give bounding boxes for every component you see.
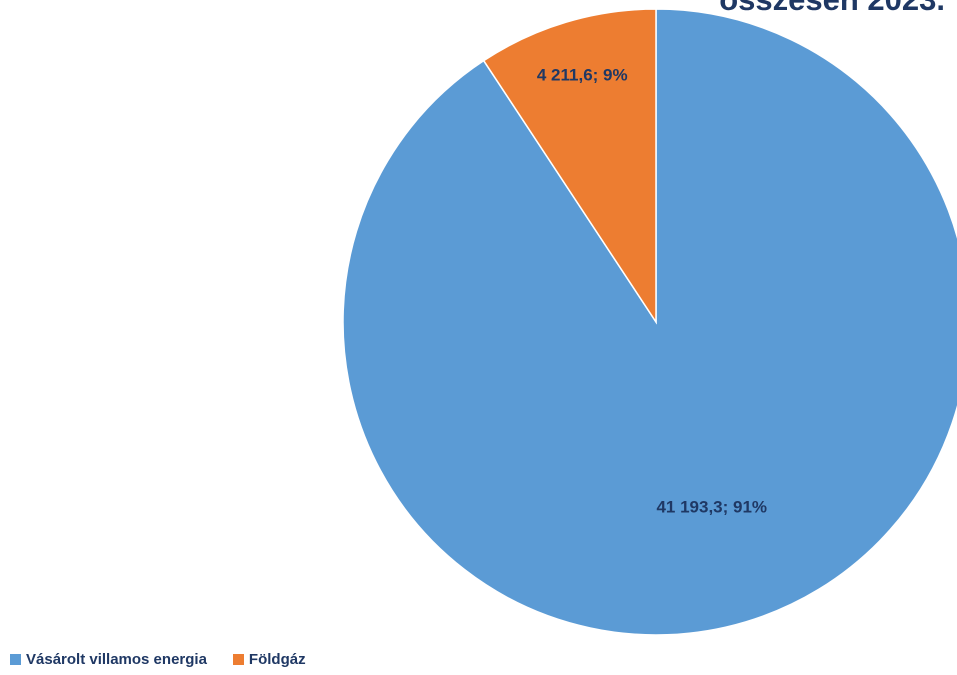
pie-slice-foldgaz xyxy=(482,8,657,325)
legend-swatch-foldgaz xyxy=(232,654,244,665)
legend: Vásárolt villamos energia Földgáz xyxy=(10,651,306,668)
legend-label-villamos-energia: Vásárolt villamos energia xyxy=(26,651,207,668)
legend-item-foldgaz: Földgáz xyxy=(232,651,306,668)
data-label-foldgaz: 4 211,6; 9% xyxy=(537,66,628,85)
legend-label-foldgaz: Földgáz xyxy=(248,651,306,668)
pie-slice-villamos-energia xyxy=(342,8,957,636)
chart-title: összesen 2023. xyxy=(719,0,945,15)
legend-swatch-villamos-energia xyxy=(10,654,21,665)
data-label-villamos-energia: 41 193,3; 91% xyxy=(656,497,767,516)
legend-item-villamos-energia: Vásárolt villamos energia xyxy=(10,651,207,668)
